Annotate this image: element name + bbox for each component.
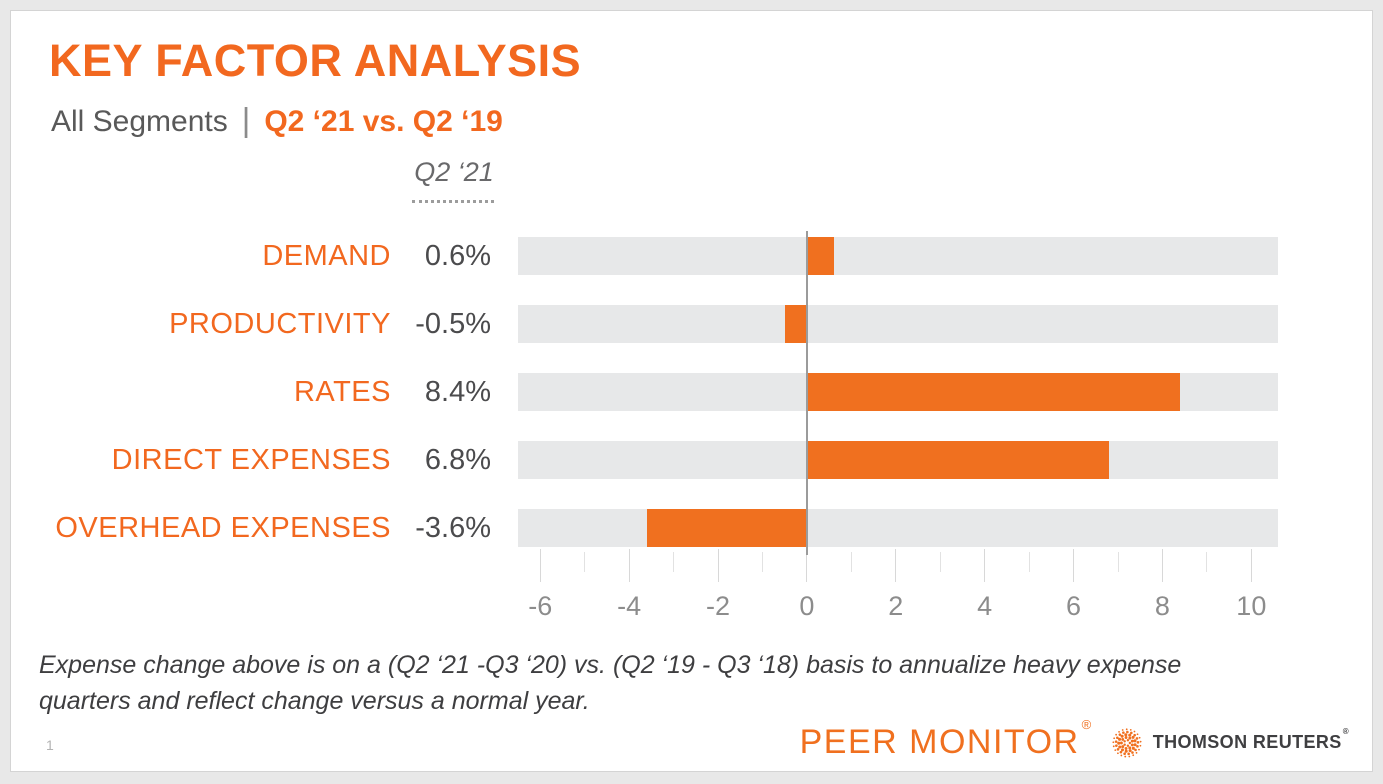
bar [806,441,1110,479]
value-label: 0.6% [424,239,491,272]
registered-mark: ® [1081,716,1093,732]
chart-row: DEMAND 0.6% [11,237,1372,275]
x-tick-label: -6 [528,591,553,621]
page-title: KEY FACTOR ANALYSIS [49,35,582,86]
footnote-line-1: Expense change above is on a (Q2 ‘21 -Q3… [39,651,1182,679]
slide: KEY FACTOR ANALYSIS All Segments | Q2 ‘2… [10,10,1373,772]
chart-row: DIRECT EXPENSES 6.8% [11,441,1372,479]
x-major-tick [1250,549,1252,582]
value-column-header: Q2 ‘21 [414,157,494,187]
category-label: DIRECT EXPENSES [111,443,391,476]
category-label: PRODUCTIVITY [169,307,391,340]
x-minor-tick [1206,552,1208,572]
thomson-reuters-kinesis-icon [1112,727,1142,757]
x-minor-tick [761,552,763,572]
subtitle-divider: | [241,101,251,138]
x-tick-label: 4 [977,591,993,621]
bar-track [518,373,1278,411]
x-minor-tick [939,552,941,572]
x-major-tick [539,549,541,582]
bar-track [518,509,1278,547]
x-tick-label: 6 [1066,591,1082,621]
x-major-tick [1161,549,1163,582]
subtitle-comparison-period: Q2 ‘21 vs. Q2 ‘19 [264,105,503,138]
x-major-tick [895,549,897,582]
x-minor-tick [850,552,852,572]
x-tick-label: 2 [888,591,904,621]
x-minor-tick [584,552,586,572]
x-tick-label: 0 [799,591,815,621]
bar-chart: DEMAND 0.6% PRODUCTIVITY -0.5% RATES 8.4… [11,237,1372,577]
subtitle: All Segments | Q2 ‘21 vs. Q2 ‘19 [51,101,503,141]
x-major-tick [984,549,986,582]
chart-row: PRODUCTIVITY -0.5% [11,305,1372,343]
x-axis: -6 -4 -2 0 2 4 6 8 10 [518,549,1278,629]
peer-monitor-logo: PEER MONITOR ® [799,717,1092,762]
x-minor-tick [1117,552,1119,572]
bar [806,373,1181,411]
x-tick-label: 10 [1236,591,1267,621]
x-tick-label: 8 [1154,591,1170,621]
page-number: 1 [46,737,54,753]
bar-track [518,237,1278,275]
bar [646,509,807,547]
value-label: 6.8% [424,443,491,476]
x-major-tick [1073,549,1075,582]
registered-mark: ® [1342,727,1349,736]
value-label: 8.4% [424,375,491,408]
bar [806,237,834,275]
footer: PEER MONITOR ® THOMSON REUTERS® [799,717,1349,762]
x-tick-label: -2 [705,591,731,621]
subtitle-segment-label: All Segments [51,105,228,138]
category-label: OVERHEAD EXPENSES [55,511,391,544]
chart-row: RATES 8.4% [11,373,1372,411]
thomson-reuters-wordmark: THOMSON REUTERS® [1152,727,1349,752]
x-minor-tick [1028,552,1030,572]
chart-row: OVERHEAD EXPENSES -3.6% [11,509,1372,547]
x-major-tick [717,549,719,582]
x-tick-label: -4 [617,591,642,621]
x-minor-tick [673,552,675,572]
dotted-rule [412,199,494,203]
x-major-tick [628,549,630,582]
bar [784,305,807,343]
footnote-line-2: quarters and reflect change versus a nor… [39,687,590,715]
footnote: Expense change above is on a (Q2 ‘21 -Q3… [39,647,1181,719]
bar-track [518,441,1278,479]
category-label: DEMAND [262,239,391,272]
value-label: -3.6% [415,511,491,544]
peer-monitor-wordmark: PEER MONITOR [799,723,1080,761]
x-major-tick [806,549,808,582]
bar-track [518,305,1278,343]
category-label: RATES [293,375,391,408]
value-label: -0.5% [415,307,491,340]
zero-axis-line [805,231,808,555]
